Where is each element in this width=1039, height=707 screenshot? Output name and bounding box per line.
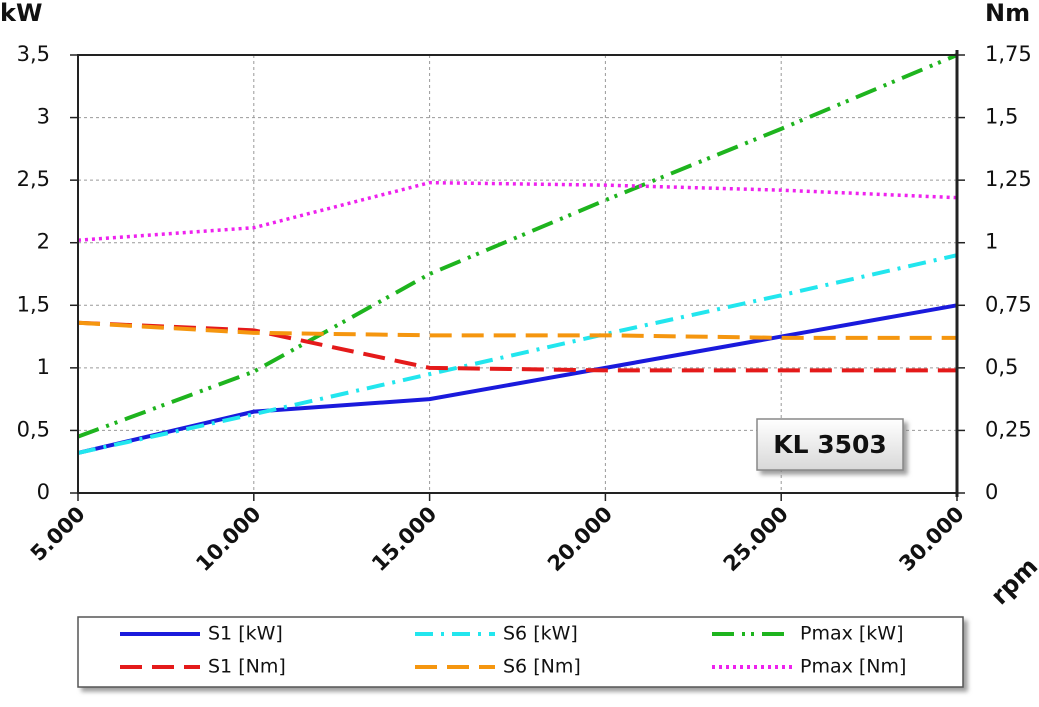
series-line [77, 253, 958, 455]
y-tick-label: 2,5 [17, 167, 50, 191]
series-line [77, 53, 958, 439]
y2-tick-label: 0,5 [985, 355, 1018, 379]
x-tick-label: 25.000 [719, 502, 793, 576]
legend-box [77, 616, 964, 688]
y-tick-label: 0 [37, 480, 50, 504]
legend-label: S6 [kW] [503, 623, 578, 645]
x-tick-label: 5.000 [26, 502, 90, 566]
x-tick-label: 10.000 [191, 502, 265, 576]
legend-label: Pmax [Nm] [800, 656, 906, 678]
y2-tick-label: 0 [985, 480, 998, 504]
legend-label: S1 [Nm] [208, 656, 286, 678]
series-line [77, 303, 958, 455]
y-tick-label: 1,5 [17, 292, 50, 316]
y-tick-label: 0,5 [17, 417, 50, 441]
y-tick-label: 3 [37, 105, 50, 129]
annotation-box [756, 418, 904, 471]
y2-tick-label: 1 [985, 230, 998, 254]
series-line [77, 320, 957, 340]
legend-label: Pmax [kW] [800, 623, 904, 645]
y2-tick-label: 1,75 [985, 42, 1032, 66]
x-tick-label: 20.000 [543, 502, 617, 576]
series-line [77, 320, 957, 373]
y2-tick-label: 0,75 [985, 292, 1032, 316]
y2-tick-label: 1,5 [985, 105, 1018, 129]
annotation: KL 3503 [773, 430, 887, 459]
legend-label: S1 [kW] [208, 623, 283, 645]
y2-tick-label: 0,25 [985, 417, 1032, 441]
y-axis-title: kW [0, 0, 42, 27]
legend-label: S6 [Nm] [503, 656, 581, 678]
x-tick-label: 30.000 [894, 502, 968, 576]
y-tick-label: 3,5 [17, 42, 50, 66]
y2-axis-title: Nm [985, 0, 1030, 27]
x-axis-title: rpm [985, 552, 1039, 610]
y-tick-label: 2 [37, 230, 50, 254]
y-tick-label: 1 [37, 355, 50, 379]
y2-tick-label: 1,25 [985, 167, 1032, 191]
x-tick-label: 15.000 [367, 502, 441, 576]
